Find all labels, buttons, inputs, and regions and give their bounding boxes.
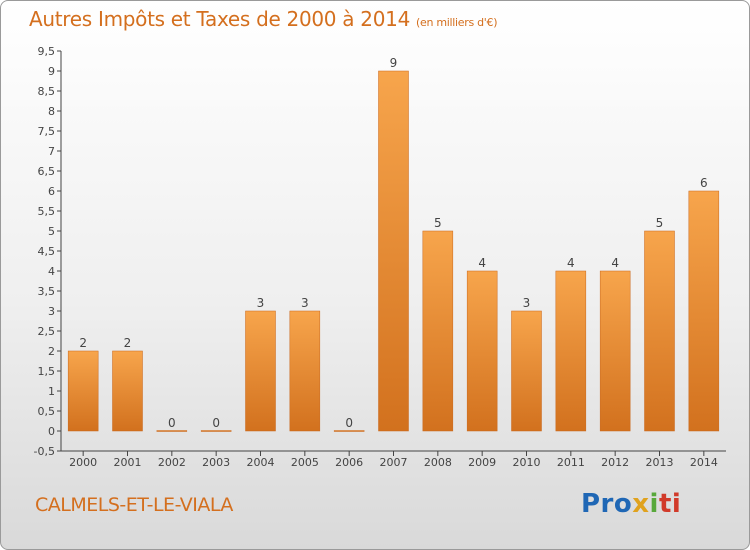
x-tick-label-2005: 2005 xyxy=(291,456,319,469)
logo-part-2: x xyxy=(632,489,650,519)
y-tick-label: 6,5 xyxy=(38,165,56,178)
bar-2009 xyxy=(466,270,498,432)
y-tick-label: 9 xyxy=(48,65,55,78)
chart-unit: (en milliers d'€) xyxy=(416,16,498,29)
x-tick-label-2010: 2010 xyxy=(513,456,541,469)
data-label-2008: 5 xyxy=(434,216,442,230)
x-tick-label-2006: 2006 xyxy=(335,456,363,469)
data-label-2001: 2 xyxy=(124,336,132,350)
bar-2005 xyxy=(289,310,321,432)
bar-2011 xyxy=(555,270,587,432)
bar-2004 xyxy=(245,310,276,432)
x-tick-label-2011: 2011 xyxy=(557,456,585,469)
logo-part-4: ti xyxy=(658,489,682,519)
data-label-2007: 9 xyxy=(390,56,398,70)
y-tick-label: 7 xyxy=(48,145,55,158)
bar-2001 xyxy=(112,350,143,432)
y-tick-label: 0,5 xyxy=(38,405,56,418)
bar-2007 xyxy=(378,70,409,432)
data-label-2000: 2 xyxy=(79,336,87,350)
data-label-2013: 5 xyxy=(656,216,664,230)
y-tick-label: 2,5 xyxy=(38,325,56,338)
x-tick-label-2014: 2014 xyxy=(690,456,718,469)
y-tick-label: 1,5 xyxy=(38,365,56,378)
bar-2003 xyxy=(200,430,232,432)
chart-title-text: Autres Impôts et Taxes de 2000 à 2014 xyxy=(29,7,410,31)
y-tick-label: 6 xyxy=(48,185,55,198)
y-tick-label: 0 xyxy=(48,425,55,438)
bar-2006 xyxy=(333,430,365,432)
bar-2008 xyxy=(422,230,454,432)
data-label-2012: 4 xyxy=(611,256,619,270)
y-tick-label: 8 xyxy=(48,105,55,118)
y-tick-label: 8,5 xyxy=(38,85,56,98)
x-tick-label-2009: 2009 xyxy=(468,456,496,469)
x-tick-label-2000: 2000 xyxy=(69,456,97,469)
data-label-2005: 3 xyxy=(301,296,309,310)
data-label-2009: 4 xyxy=(478,256,486,270)
x-tick-label-2004: 2004 xyxy=(247,456,275,469)
y-tick-label: -0,5 xyxy=(34,445,55,458)
y-tick-label: 7,5 xyxy=(38,125,56,138)
x-tick-label-2012: 2012 xyxy=(601,456,629,469)
data-label-2014: 6 xyxy=(700,176,708,190)
y-tick-label: 1 xyxy=(48,385,55,398)
y-tick-label: 4,5 xyxy=(38,245,56,258)
bar-2010 xyxy=(511,310,542,432)
bar-2013 xyxy=(644,230,675,432)
commune-name: CALMELS-ET-LE-VIALA xyxy=(35,494,233,516)
bar-2012 xyxy=(599,270,631,432)
data-label-2010: 3 xyxy=(523,296,531,310)
y-tick-label: 3,5 xyxy=(38,285,56,298)
logo-part-1: Pro xyxy=(581,489,633,519)
data-label-2003: 0 xyxy=(212,416,220,430)
y-tick-label: 3 xyxy=(48,305,55,318)
x-tick-label-2007: 2007 xyxy=(380,456,408,469)
bar-2002 xyxy=(156,430,188,432)
data-label-2004: 3 xyxy=(257,296,265,310)
bar-2014 xyxy=(688,190,720,432)
data-label-2002: 0 xyxy=(168,416,176,430)
bar-2000 xyxy=(67,350,99,432)
logo-part-3: i xyxy=(649,489,659,519)
y-tick-label: 9,5 xyxy=(38,45,56,58)
proxiti-logo: Proxiti xyxy=(581,489,681,519)
data-label-2011: 4 xyxy=(567,256,575,270)
x-tick-label-2003: 2003 xyxy=(202,456,230,469)
x-tick-label-2001: 2001 xyxy=(114,456,142,469)
y-tick-label: 4 xyxy=(48,265,55,278)
data-label-2006: 0 xyxy=(345,416,353,430)
y-tick-label: 5 xyxy=(48,225,55,238)
y-tick-label: 5,5 xyxy=(38,205,56,218)
chart-title: Autres Impôts et Taxes de 2000 à 2014 (en… xyxy=(29,7,497,31)
x-tick-label-2008: 2008 xyxy=(424,456,452,469)
y-tick-label: 2 xyxy=(48,345,55,358)
x-tick-label-2013: 2013 xyxy=(646,456,674,469)
x-tick-label-2002: 2002 xyxy=(158,456,186,469)
